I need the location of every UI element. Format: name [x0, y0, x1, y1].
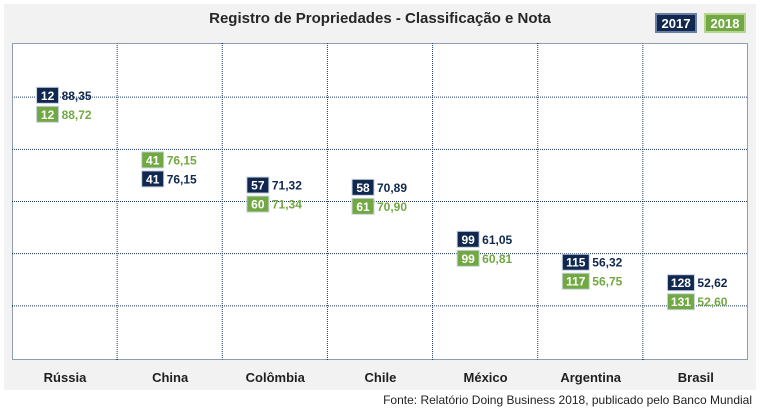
- marker-2017-4-rank-box: [456, 230, 480, 248]
- marker-2018-2-score-label: 71,34: [272, 198, 302, 212]
- chart-title: Registro de Propriedades - Classificação…: [209, 10, 551, 27]
- marker-2018-2-rank-label: 60: [251, 198, 265, 212]
- legend-2017: 2017: [655, 13, 697, 33]
- marker-2017-1-rank-box: [141, 170, 165, 188]
- marker-2018-6-rank-box: [666, 293, 695, 311]
- marker-2017-1-score-label: 76,15: [167, 172, 197, 186]
- marker-2018-0-rank-box: [36, 105, 60, 123]
- marker-2017-3-score-label: 70,89: [377, 181, 407, 195]
- category-label: Rússia: [43, 370, 87, 385]
- marker-2018-5-rank-label: 117: [566, 275, 586, 289]
- marker-2018-3-rank-box: [351, 197, 375, 215]
- marker-2017-4-score-label: 61,05: [482, 233, 512, 247]
- marker-2017-4-rank-label: 99: [461, 233, 475, 247]
- marker-2017-5-rank-label: 115: [566, 256, 586, 270]
- marker-2018-1-rank-label: 41: [146, 153, 160, 167]
- marker-2018-4-score-label: 60,81: [482, 252, 512, 266]
- legend-2018: 2018: [704, 13, 746, 33]
- marker-2018-6-score-label: 52,60: [697, 295, 727, 309]
- marker-2017-2-rank-box: [246, 176, 270, 194]
- marker-2017-6-score-label: 52,62: [697, 276, 727, 290]
- chart-svg: 12 88,35 12 88,72 41 76,15 41 76,15 57 71,32 60 71,…: [12, 43, 748, 360]
- source-note: Fonte: Relatório Doing Business 2018, pu…: [383, 393, 752, 407]
- marker-2018-4-rank-box: [456, 249, 480, 267]
- marker-2018-5-score-label: 56,75: [592, 275, 622, 289]
- marker-2017-5-rank-box: [561, 253, 590, 271]
- category-label: China: [152, 370, 189, 385]
- marker-2017-5-score-label: 56,32: [592, 256, 622, 270]
- marker-2018-3-score-label: 70,90: [377, 200, 407, 214]
- marker-2018-2-rank-box: [246, 195, 270, 213]
- marker-2018-6-rank-label: 131: [671, 295, 691, 309]
- marker-2017-0-rank-label: 12: [41, 89, 55, 103]
- marker-2017-6-rank-label: 128: [671, 276, 691, 290]
- marker-2017-1-rank-label: 41: [146, 172, 160, 186]
- marker-2017-0-score-label: 88,35: [62, 89, 92, 103]
- marker-2018-1-score-label: 76,15: [167, 153, 197, 167]
- marker-2017-0-rank-box: [36, 86, 60, 104]
- category-label: Chile: [364, 370, 397, 385]
- category-label: México: [463, 370, 508, 385]
- marker-2017-6-rank-box: [666, 274, 695, 292]
- marker-2017-2-rank-label: 57: [251, 179, 265, 193]
- marker-2018-0-rank-label: 12: [41, 108, 55, 122]
- marker-2018-1-rank-box: [141, 151, 165, 169]
- category-label: Argentina: [560, 370, 622, 385]
- marker-2018-3-rank-label: 61: [356, 200, 370, 214]
- plot-area: 12 88,35 12 88,72 41 76,15 41 76,15 57 71,32 60 71,…: [12, 43, 748, 360]
- marker-2018-4-rank-label: 99: [461, 252, 475, 266]
- marker-2018-5-rank-box: [561, 272, 590, 290]
- marker-2018-0-score-label: 88,72: [62, 108, 92, 122]
- category-label: Brasil: [677, 370, 714, 385]
- marker-2017-3-rank-label: 58: [356, 181, 370, 195]
- category-label: Colômbia: [245, 370, 305, 385]
- marker-2017-2-score-label: 71,32: [272, 179, 302, 193]
- marker-2017-3-rank-box: [351, 178, 375, 196]
